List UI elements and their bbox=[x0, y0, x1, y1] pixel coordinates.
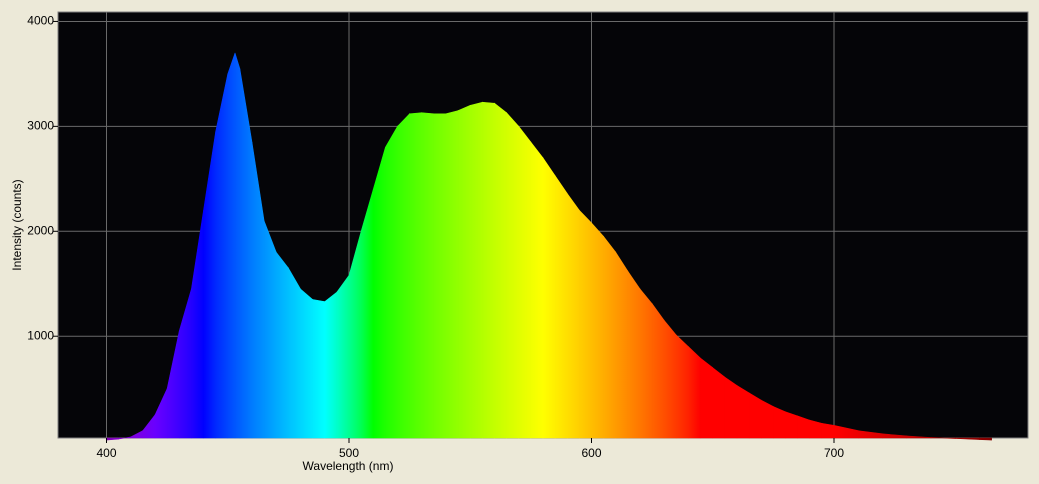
spectrum-segment bbox=[494, 102, 507, 439]
x-tick-label: 400 bbox=[96, 446, 116, 460]
spectrum-segment bbox=[275, 251, 289, 439]
y-tick-label: 1000 bbox=[27, 328, 54, 342]
spectrum-segment bbox=[760, 399, 774, 439]
y-axis-label: Intensity (counts) bbox=[10, 179, 24, 270]
spectrum-segment bbox=[312, 299, 326, 439]
spectrum-segment bbox=[469, 101, 483, 439]
spectrum-segment bbox=[421, 112, 435, 439]
spectrum-segment bbox=[591, 222, 604, 439]
spectrum-segment bbox=[603, 235, 617, 439]
spectrum-segment bbox=[688, 346, 701, 439]
spectrum-segment bbox=[676, 334, 689, 439]
spectrum-segment bbox=[457, 104, 471, 439]
spectrum-segment bbox=[700, 357, 714, 439]
spectrum-segment bbox=[518, 125, 532, 439]
spectrum-segment bbox=[809, 419, 823, 439]
spectrum-segment bbox=[234, 52, 241, 439]
spectrum-segment bbox=[821, 422, 835, 439]
spectrum-segment bbox=[615, 251, 629, 439]
spectrum-segment bbox=[651, 302, 665, 439]
spectrum-segment bbox=[482, 101, 495, 439]
spectrum-segment bbox=[954, 437, 980, 440]
spectrum-segment bbox=[712, 367, 726, 439]
spectrum-segment bbox=[639, 288, 653, 439]
spectrum-segment bbox=[409, 112, 423, 439]
x-tick-label: 700 bbox=[824, 446, 844, 460]
spectrum-segment bbox=[385, 125, 398, 439]
spectrum-segment bbox=[506, 111, 520, 439]
spectrum-segment bbox=[979, 437, 992, 441]
spectrum-segment bbox=[627, 270, 641, 439]
y-tick-label: 3000 bbox=[27, 119, 54, 133]
spectrum-segment bbox=[736, 385, 750, 439]
spectrum-segment bbox=[360, 189, 374, 439]
spectrum-segment bbox=[300, 288, 313, 439]
y-tick-label: 4000 bbox=[27, 14, 54, 28]
x-axis-label: Wavelength (nm) bbox=[303, 459, 394, 473]
spectrum-segment bbox=[566, 192, 580, 439]
spectrum-segment bbox=[372, 147, 386, 439]
spectrum-segment bbox=[445, 110, 459, 439]
spectrum-segment bbox=[227, 52, 236, 439]
spectrum-segment bbox=[663, 319, 677, 439]
spectrum-segment bbox=[215, 73, 229, 439]
x-tick-label: 600 bbox=[581, 446, 601, 460]
spectrum-segment bbox=[579, 209, 592, 439]
x-tick-label: 500 bbox=[339, 446, 359, 460]
spectrum-segment bbox=[530, 141, 544, 439]
spectrum-segment bbox=[724, 376, 738, 439]
spectrum-segment bbox=[106, 437, 119, 441]
spectrum-segment bbox=[748, 392, 762, 439]
spectrum-segment bbox=[433, 113, 447, 439]
spectrum-segment bbox=[542, 156, 556, 439]
spectrum-segment bbox=[288, 266, 301, 439]
spectrum-segment bbox=[797, 415, 811, 439]
spectrum-segment bbox=[263, 220, 277, 439]
spectrum-segment bbox=[324, 291, 338, 439]
spectrum-segment bbox=[785, 411, 798, 439]
spectrum-segment bbox=[773, 406, 786, 439]
spectrum-segment bbox=[397, 113, 410, 439]
y-tick-label: 2000 bbox=[27, 223, 54, 237]
spectrum-segment bbox=[554, 174, 568, 439]
spectrum-segment bbox=[336, 274, 350, 439]
